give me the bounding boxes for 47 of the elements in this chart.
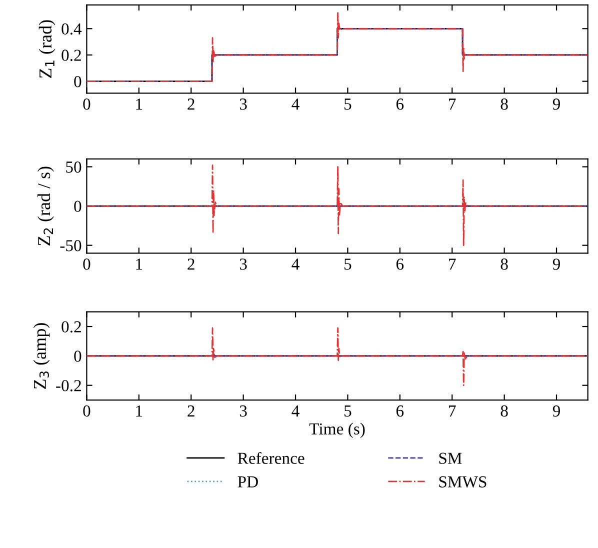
x-tick-label: 9 (552, 405, 560, 417)
y-tick-label: -0.2 (56, 380, 81, 392)
y-tick-label: 0.2 (62, 50, 81, 61)
x-tick-label: 3 (240, 405, 247, 417)
legend-label: Reference (238, 452, 304, 464)
x-tick-label: 7 (449, 258, 456, 270)
x-tick-label: 5 (344, 406, 352, 417)
x-tick-label: 2 (188, 258, 194, 270)
x-tick-label: 0 (83, 258, 90, 270)
x-tick-label: 0 (83, 98, 90, 110)
x-tick-label: 9 (552, 258, 560, 270)
x-tick-label: 1 (136, 98, 142, 110)
x-tick-label: 6 (396, 258, 404, 270)
x-tick-label: 0 (83, 405, 90, 417)
legend-label: SM (439, 452, 462, 464)
x-tick-label: 9 (552, 98, 560, 110)
x-tick-label: 4 (292, 98, 300, 110)
y-tick-label: 0.2 (62, 321, 81, 333)
x-tick-label: 1 (136, 405, 142, 416)
y-tick-label: 50 (66, 161, 82, 173)
x-tick-label: 6 (396, 405, 404, 417)
x-tick-label: 1 (136, 258, 142, 270)
y-tick-label: 0.4 (62, 23, 82, 35)
y-tick-label: -50 (60, 240, 82, 252)
x-tick-label: 6 (396, 98, 404, 110)
legend-label: SMWS (439, 476, 486, 488)
x-tick-label: 3 (240, 98, 247, 110)
y-tick-label: 0 (74, 350, 82, 362)
x-tick-label: 5 (344, 258, 352, 270)
x-tick-label: 4 (292, 405, 300, 416)
y-tick-label: 0 (74, 76, 82, 88)
x-axis-title: Time (s) (309, 422, 365, 438)
x-tick-label: 7 (449, 406, 456, 416)
x-tick-label: 8 (500, 405, 508, 417)
x-tick-label: 5 (344, 98, 352, 110)
y-axis-title: Z$_{2}$ (rad / s) (37, 166, 54, 246)
legend-label: PD (238, 476, 258, 488)
y-axis-title: Z$_{1}$ (rad) (38, 20, 56, 78)
y-tick-label: 0 (74, 200, 82, 212)
x-tick-label: 7 (449, 98, 456, 110)
x-tick-label: 8 (500, 98, 508, 110)
x-tick-label: 4 (292, 258, 300, 270)
x-tick-label: 8 (500, 258, 508, 270)
x-tick-label: 2 (188, 405, 194, 416)
y-axis-title: Z$_{3}$ (amp) (33, 323, 50, 389)
x-tick-label: 3 (240, 258, 247, 270)
x-tick-label: 2 (188, 98, 194, 110)
